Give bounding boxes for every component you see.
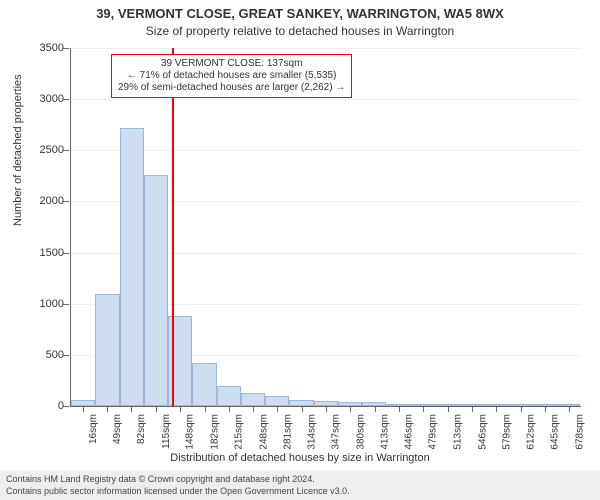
x-tick-label: 579sqm bbox=[502, 414, 513, 450]
histogram-bar bbox=[435, 404, 459, 406]
x-tick bbox=[83, 407, 84, 412]
y-tick-label: 0 bbox=[58, 400, 64, 412]
x-tick bbox=[399, 407, 400, 412]
histogram-bar bbox=[338, 402, 362, 406]
x-tick bbox=[545, 407, 546, 412]
footer-line-1: Contains HM Land Registry data © Crown c… bbox=[6, 473, 594, 485]
histogram-bar bbox=[362, 402, 386, 406]
x-tick bbox=[375, 407, 376, 412]
annotation-line: 29% of semi-detached houses are larger (… bbox=[118, 82, 345, 94]
x-tick-label: 678sqm bbox=[574, 414, 585, 450]
y-tick-label: 3000 bbox=[40, 93, 64, 105]
gridline bbox=[71, 150, 581, 151]
y-tick-label: 500 bbox=[46, 349, 64, 361]
x-tick-label: 513sqm bbox=[453, 414, 464, 450]
x-tick bbox=[131, 407, 132, 412]
histogram-bar bbox=[241, 393, 265, 406]
figure: 39, VERMONT CLOSE, GREAT SANKEY, WARRING… bbox=[0, 0, 600, 500]
histogram-bar bbox=[314, 401, 338, 406]
histogram-bar bbox=[192, 363, 216, 406]
annotation-line: ← 71% of detached houses are smaller (5,… bbox=[118, 70, 345, 82]
histogram-bar bbox=[217, 386, 241, 406]
x-tick-label: 413sqm bbox=[380, 414, 391, 450]
gridline bbox=[71, 99, 581, 100]
x-tick-label: 49sqm bbox=[112, 414, 123, 444]
histogram-bar bbox=[556, 404, 580, 406]
figure-footer: Contains HM Land Registry data © Crown c… bbox=[0, 470, 600, 500]
y-tick-label: 2500 bbox=[40, 144, 64, 156]
x-tick bbox=[350, 407, 351, 412]
x-tick-label: 645sqm bbox=[550, 414, 561, 450]
x-axis-label: Distribution of detached houses by size … bbox=[0, 452, 600, 464]
histogram-bar bbox=[411, 404, 435, 406]
gridline bbox=[71, 48, 581, 49]
x-tick bbox=[302, 407, 303, 412]
histogram-bar bbox=[289, 400, 313, 406]
x-tick-label: 148sqm bbox=[185, 414, 196, 450]
x-tick-label: 479sqm bbox=[428, 414, 439, 450]
x-tick-label: 314sqm bbox=[307, 414, 318, 450]
histogram-bar bbox=[265, 396, 289, 406]
x-tick-label: 380sqm bbox=[355, 414, 366, 450]
x-tick bbox=[180, 407, 181, 412]
histogram-bar bbox=[71, 400, 95, 406]
y-tick-label: 3500 bbox=[40, 42, 64, 54]
x-tick bbox=[107, 407, 108, 412]
x-tick bbox=[326, 407, 327, 412]
x-tick bbox=[521, 407, 522, 412]
x-tick bbox=[448, 407, 449, 412]
histogram-bar bbox=[144, 175, 168, 406]
histogram-bar bbox=[508, 404, 532, 406]
y-axis-label: Number of detached properties bbox=[12, 74, 24, 226]
y-tick-label: 2000 bbox=[40, 195, 64, 207]
marker-line bbox=[172, 48, 174, 406]
page-title: 39, VERMONT CLOSE, GREAT SANKEY, WARRING… bbox=[0, 0, 600, 22]
annotation-line: 39 VERMONT CLOSE: 137sqm bbox=[118, 58, 345, 70]
x-tick-label: 115sqm bbox=[161, 414, 172, 449]
x-tick bbox=[277, 407, 278, 412]
x-tick bbox=[156, 407, 157, 412]
x-tick bbox=[569, 407, 570, 412]
histogram-bar bbox=[532, 404, 556, 406]
x-tick-label: 16sqm bbox=[88, 414, 99, 444]
x-tick bbox=[496, 407, 497, 412]
x-tick-label: 347sqm bbox=[331, 414, 342, 450]
footer-line-2: Contains public sector information licen… bbox=[6, 485, 594, 497]
histogram-bar bbox=[459, 404, 483, 406]
x-tick-label: 82sqm bbox=[136, 414, 147, 444]
x-tick-label: 281sqm bbox=[283, 414, 294, 450]
chart-area: 16sqm49sqm82sqm115sqm148sqm182sqm215sqm2… bbox=[70, 48, 581, 407]
x-tick-label: 248sqm bbox=[258, 414, 269, 450]
x-tick-label: 612sqm bbox=[526, 414, 537, 450]
histogram-bar bbox=[483, 404, 507, 406]
x-tick-label: 215sqm bbox=[234, 414, 245, 450]
annotation-box: 39 VERMONT CLOSE: 137sqm← 71% of detache… bbox=[111, 54, 352, 98]
x-tick-label: 546sqm bbox=[477, 414, 488, 450]
y-tick-label: 1000 bbox=[40, 298, 64, 310]
histogram-bar bbox=[386, 404, 410, 406]
histogram-bar bbox=[120, 128, 144, 406]
page-subtitle: Size of property relative to detached ho… bbox=[0, 22, 600, 38]
x-tick-label: 182sqm bbox=[210, 414, 221, 450]
x-tick-label: 446sqm bbox=[404, 414, 415, 450]
x-tick bbox=[253, 407, 254, 412]
x-tick bbox=[205, 407, 206, 412]
x-tick bbox=[423, 407, 424, 412]
x-tick bbox=[472, 407, 473, 412]
histogram-bar bbox=[95, 294, 119, 407]
x-tick bbox=[229, 407, 230, 412]
y-tick-label: 1500 bbox=[40, 247, 64, 259]
